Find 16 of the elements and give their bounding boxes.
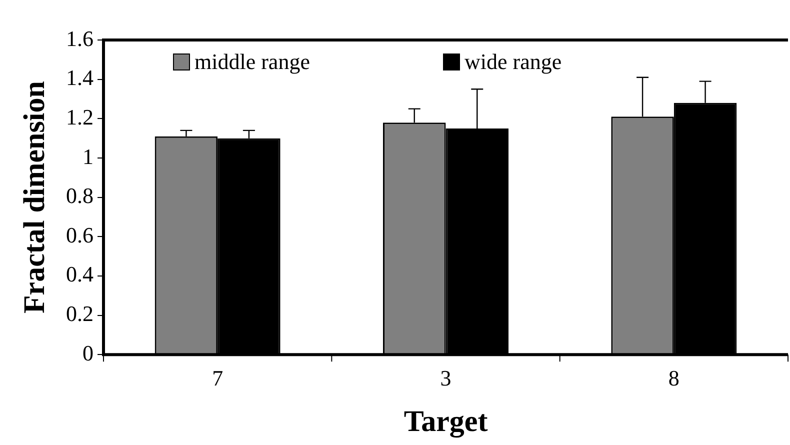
legend-label: middle range xyxy=(194,48,310,74)
x-axis-title: Target xyxy=(404,404,488,438)
x-tick-label: 3 xyxy=(440,366,452,391)
x-tick-label: 7 xyxy=(212,366,224,391)
y-tick-label: 1.6 xyxy=(66,26,94,51)
y-tick-label: 1.2 xyxy=(66,104,94,130)
y-tick-label: 0.6 xyxy=(66,222,94,248)
y-axis-title: Fractal dimension xyxy=(18,80,51,314)
y-tick-label: 1 xyxy=(82,144,94,169)
y-tick-label: 0.8 xyxy=(66,183,94,208)
x-tick-label: 8 xyxy=(668,366,680,391)
legend-label: wide range xyxy=(464,48,562,74)
y-tick-label: 0 xyxy=(82,340,94,366)
y-tick-label: 0.4 xyxy=(66,262,94,287)
y-tick-label: 0.2 xyxy=(66,301,94,326)
y-tick-label: 1.4 xyxy=(66,65,94,90)
